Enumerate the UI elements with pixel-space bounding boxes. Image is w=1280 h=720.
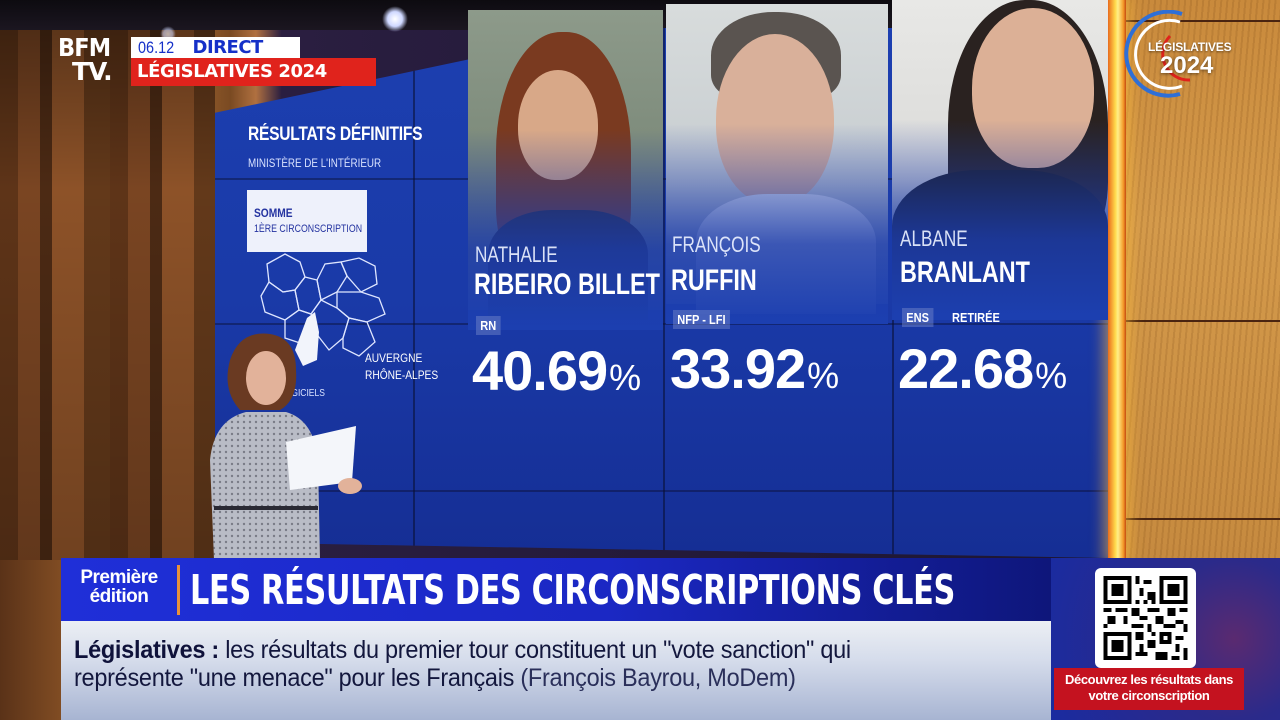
candidate-percent: 33.92% bbox=[670, 337, 839, 400]
region-map bbox=[260, 253, 386, 366]
candidate-card-2 bbox=[666, 4, 888, 484]
live-label: DIRECT bbox=[192, 37, 264, 58]
candidate-last-name: RUFFIN bbox=[671, 264, 757, 297]
candidate-first-name: FRANÇOIS bbox=[672, 232, 761, 257]
candidate-party: RN bbox=[476, 316, 501, 335]
candidate-card-1 bbox=[468, 10, 663, 490]
qr-code-icon bbox=[1103, 576, 1188, 660]
broadcast-time: 06.12 bbox=[138, 37, 175, 57]
tricolor-arc-icon bbox=[1124, 9, 1191, 98]
candidate-first-name: ALBANE bbox=[900, 226, 968, 251]
constituency-box: SOMME 1ÈRE CIRCONSCRIPTION bbox=[247, 190, 367, 252]
qr-caption: Découvrez les résultats dans votre circo… bbox=[1054, 668, 1244, 710]
candidate-first-name: NATHALIE bbox=[475, 242, 558, 267]
headline-bar bbox=[61, 558, 1051, 621]
results-source: MINISTÈRE DE L'INTÉRIEUR bbox=[248, 156, 382, 170]
wood-panel-left bbox=[0, 30, 215, 560]
candidate-percent: 40.69% bbox=[472, 339, 641, 402]
constituency-name: 1ÈRE CIRCONSCRIPTION bbox=[254, 223, 363, 235]
ceiling-spotlight bbox=[382, 6, 408, 32]
bfmtv-logo: BFM TV. bbox=[58, 33, 113, 86]
ticker-line-2: représente "une menace" pour les Françai… bbox=[74, 664, 796, 692]
divider bbox=[177, 565, 180, 615]
candidate-card-3 bbox=[892, 0, 1108, 480]
candidate-last-name: BRANLANT bbox=[900, 256, 1030, 289]
candidate-party: NFP - LFI bbox=[673, 310, 730, 329]
event-label: LÉGISLATIVES 2024 bbox=[131, 58, 376, 86]
candidate-party: ENS bbox=[902, 308, 934, 327]
wall-footnote: LOGICIELS bbox=[280, 388, 325, 399]
ticker-line-1: Législatives : les résultats du premier … bbox=[74, 636, 851, 664]
region-label: AUVERGNE RHÔNE-ALPES bbox=[365, 351, 439, 382]
candidate-status: RETIRÉE bbox=[952, 310, 1000, 325]
department-name: SOMME bbox=[254, 206, 293, 220]
ticker-attribution: (François Bayrou, MoDem) bbox=[514, 664, 796, 692]
news-ticker bbox=[61, 621, 1051, 720]
light-strip bbox=[1108, 0, 1126, 560]
program-name: Première édition bbox=[80, 567, 158, 607]
candidate-last-name: RIBEIRO BILLET bbox=[474, 268, 660, 301]
legislatives-2024-logo: LÉGISLATIVES 2024 bbox=[1120, 9, 1260, 98]
results-title: RÉSULTATS DÉFINITIFS bbox=[248, 124, 423, 145]
headline: LES RÉSULTATS DES CIRCONSCRIPTIONS CLÉS bbox=[190, 566, 955, 614]
live-time-box: 06.12 DIRECT bbox=[131, 37, 300, 58]
qr-code[interactable] bbox=[1095, 568, 1196, 668]
presenter bbox=[210, 333, 362, 560]
ticker-keyword: Législatives : bbox=[74, 636, 219, 664]
candidate-percent: 22.68% bbox=[898, 337, 1067, 400]
